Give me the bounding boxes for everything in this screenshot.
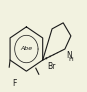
Text: Br: Br	[47, 62, 56, 71]
Text: Abe: Abe	[20, 46, 32, 51]
Text: N: N	[67, 51, 72, 60]
Text: H: H	[68, 57, 73, 62]
Text: F: F	[12, 79, 16, 88]
